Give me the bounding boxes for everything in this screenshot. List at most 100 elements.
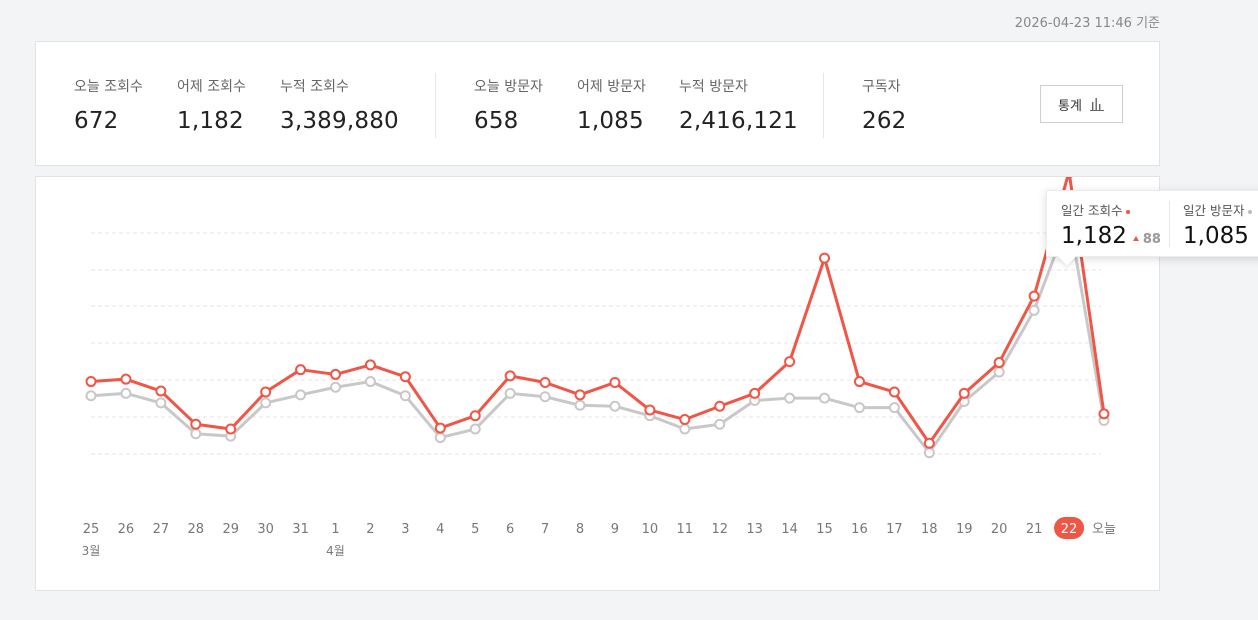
month-label: 3월 [82,544,101,558]
up-triangle-icon [1132,236,1139,241]
x-tick-label: 3 [401,522,409,537]
views-point [434,422,446,434]
visitors-point [260,397,272,409]
visitors-point [190,428,202,440]
views-point [295,364,307,376]
x-tick-label: 21 [1026,522,1043,537]
views-point [923,437,935,449]
x-tick-label: 14 [781,522,798,537]
visitors-point [295,389,307,401]
x-tick-label: 1 [331,522,339,537]
views-point [85,376,97,388]
tooltip-views: 일간 조회수 1,182 88 [1061,200,1161,249]
x-tick-label: 9 [611,522,619,537]
tooltip-visitors-value: 1,085 [1183,223,1249,249]
stat-today-visitors: 오늘 방문자 658 [474,76,543,134]
views-point [399,371,411,383]
stat-subscribers: 구독자 262 [862,76,907,134]
views-point [190,418,202,430]
stat-label: 구독자 [862,79,901,95]
visitors-point [609,400,621,412]
stat-value: 2,416,121 [679,108,798,134]
stat-value: 3,389,880 [280,108,399,134]
visitors-point [364,376,376,388]
x-tick-label: 5 [471,522,479,537]
visitors-dot-icon [1248,209,1253,214]
visitors-point [399,390,411,402]
x-tick-label: 15 [816,522,833,537]
views-dot-icon [1126,209,1131,214]
statistics-button-label: 통계 [1058,98,1082,114]
x-tick-label: 4 [436,522,444,537]
stat-label: 오늘 조회수 [74,79,143,95]
stat-label: 누적 조회수 [280,79,349,95]
views-point [1028,290,1040,302]
stat-value: 1,085 [577,108,644,134]
stat-yesterday-visitors: 어제 방문자 1,085 [577,76,646,134]
x-tick-label: 26 [118,522,135,537]
x-tick-label: 31 [292,522,309,537]
views-point [958,387,970,399]
x-tick-label: 12 [711,522,728,537]
x-tick-label: 17 [886,522,903,537]
x-tick-label: 22 [1061,522,1078,537]
visitors-point [993,366,1005,378]
visitors-point [819,392,831,404]
visitors-point [888,402,900,414]
stat-label: 어제 조회수 [177,79,246,95]
data-timestamp: 2026-04-23 11:46 기준 [1014,16,1160,31]
visitors-point [85,390,97,402]
x-tick-label: 11 [677,522,694,537]
views-point [888,386,900,398]
x-tick-label: 오늘 [1092,522,1116,537]
views-point [155,385,167,397]
views-point [993,357,1005,369]
visitors-point [504,387,516,399]
stat-value: 672 [74,108,119,134]
daily-chart-card: 25 26 27 28 29 30 31 1 2 3 4 5 6 7 8 9 10 11 12 13 14 15 16 17 1… [35,176,1160,591]
tooltip-views-delta: 88 [1142,232,1161,247]
views-point [469,410,481,422]
x-tick-label: 6 [506,522,514,537]
visitors-point [923,447,935,459]
tooltip-visitors: 일간 방문자 1,085 [1183,200,1253,249]
x-tick-label: 8 [576,522,584,537]
x-tick-label: 20 [991,522,1008,537]
visitors-point [469,423,481,435]
stat-divider [435,73,436,138]
visitors-point [1028,304,1040,316]
highlight-day-pill [1054,517,1085,539]
views-point [714,400,726,412]
line-chart: 25 26 27 28 29 30 31 1 2 3 4 5 6 7 8 9 10 11 12 13 14 15 16 17 1… [82,177,1116,558]
stat-value: 1,182 [177,108,244,134]
views-point [1098,408,1110,420]
stat-total-views: 누적 조회수 3,389,880 [280,76,399,134]
stat-total-visitors: 누적 방문자 2,416,121 [679,76,798,134]
views-point [679,414,691,426]
stat-yesterday-views: 어제 조회수 1,182 [177,76,246,134]
visitors-point [853,402,865,414]
stat-value: 658 [474,108,519,134]
views-point [260,386,272,398]
x-tick-label: 16 [851,522,868,537]
visitors-point [714,418,726,430]
tooltip-views-label: 일간 조회수 [1061,203,1123,218]
visitors-point [574,399,586,411]
stat-label: 어제 방문자 [577,79,646,95]
visitors-point [434,432,446,444]
visitors-point [330,381,342,393]
x-tick-label: 2 [366,522,374,537]
statistics-button[interactable]: 통계 [1040,85,1123,123]
visitors-point [120,387,132,399]
x-tick-label: 29 [222,522,239,537]
x-tick-label: 28 [188,522,205,537]
visitors-point [155,397,167,409]
views-point [819,252,831,264]
stat-today-views: 오늘 조회수 672 [74,76,143,134]
visitors-point [679,423,691,435]
views-point [504,370,516,382]
visitors-point [539,391,551,403]
summary-stats-card: 오늘 조회수 672 어제 조회수 1,182 누적 조회수 3,389,880… [35,41,1160,166]
views-point [749,387,761,399]
views-point [853,376,865,388]
